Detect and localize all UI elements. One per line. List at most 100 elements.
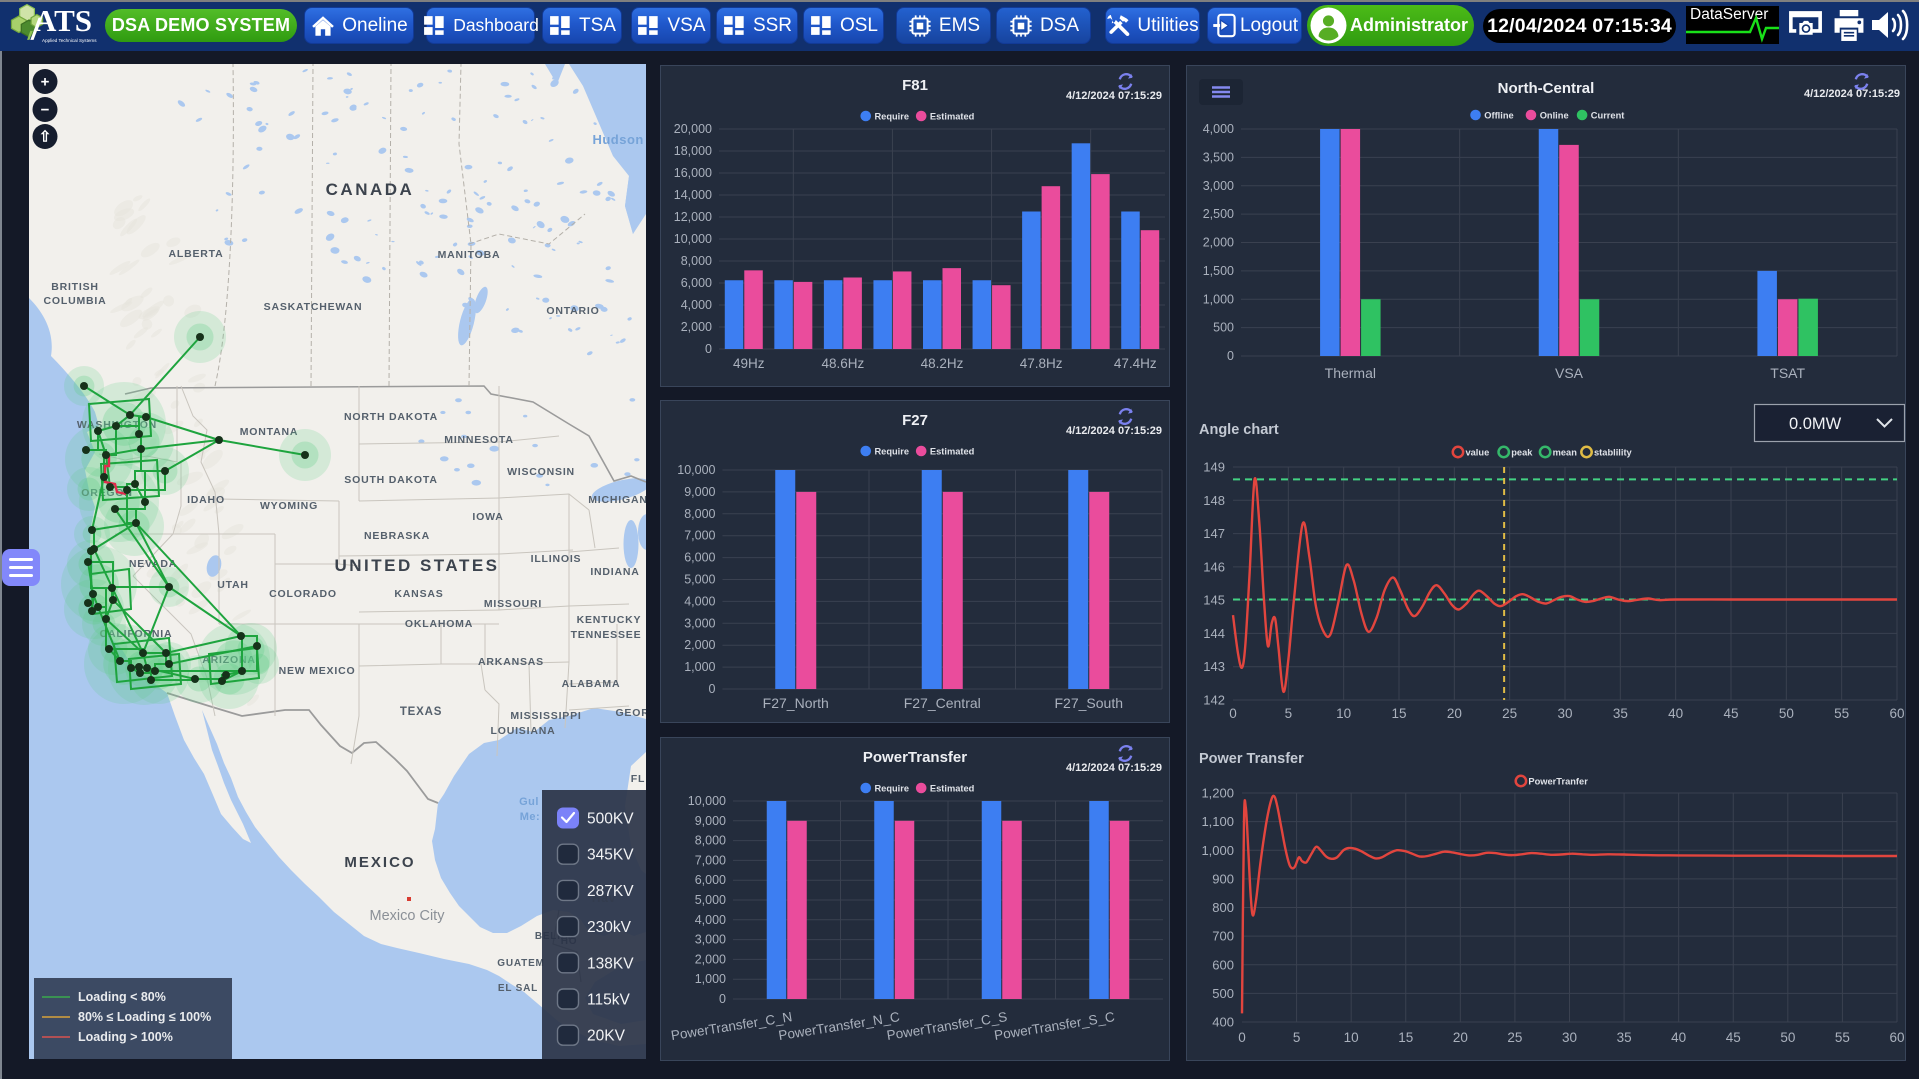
svg-text:Loading > 100%: Loading > 100% (78, 1030, 173, 1044)
svg-text:0: 0 (705, 342, 712, 356)
svg-text:0: 0 (1238, 1030, 1246, 1045)
svg-text:4/12/2024 07:15:29: 4/12/2024 07:15:29 (1804, 88, 1900, 100)
svg-text:2,000: 2,000 (1203, 236, 1234, 250)
svg-text:35: 35 (1613, 706, 1628, 721)
svg-text:Require: Require (874, 783, 909, 793)
svg-text:1,200: 1,200 (1201, 786, 1234, 801)
svg-text:12,000: 12,000 (674, 210, 712, 224)
svg-text:GEORG: GEORG (615, 707, 646, 719)
svg-text:ONTARIO: ONTARIO (546, 305, 599, 317)
svg-text:30: 30 (1557, 706, 1572, 721)
svg-text:700: 700 (1212, 929, 1234, 944)
svg-text:NEW MEXICO: NEW MEXICO (279, 665, 356, 677)
svg-text:2,500: 2,500 (1203, 207, 1234, 221)
svg-text:Power Transfer: Power Transfer (1199, 751, 1304, 767)
svg-text:7,000: 7,000 (695, 853, 726, 867)
svg-text:4,000: 4,000 (681, 298, 712, 312)
svg-text:VSA: VSA (1555, 365, 1584, 381)
svg-text:FL: FL (631, 773, 645, 785)
svg-text:2,000: 2,000 (695, 952, 726, 966)
svg-text:Hudson Ba: Hudson Ba (592, 132, 646, 147)
svg-text:MANITOBA: MANITOBA (438, 249, 501, 261)
svg-text:142: 142 (1203, 693, 1225, 708)
svg-text:PowerTransfer_S_C: PowerTransfer_S_C (993, 1009, 1116, 1043)
svg-text:500: 500 (1213, 321, 1234, 335)
svg-text:47.8Hz: 47.8Hz (1020, 356, 1063, 371)
svg-text:F81: F81 (902, 77, 928, 94)
svg-text:F27_Central: F27_Central (904, 695, 981, 711)
svg-text:3,000: 3,000 (1203, 179, 1234, 193)
svg-text:NORTH DAKOTA: NORTH DAKOTA (344, 411, 438, 423)
svg-text:18,000: 18,000 (674, 144, 712, 158)
svg-text:8,000: 8,000 (695, 834, 726, 848)
svg-text:40: 40 (1668, 706, 1683, 721)
svg-text:SASKATCHEWAN: SASKATCHEWAN (264, 301, 363, 313)
svg-text:BRITISH: BRITISH (51, 281, 99, 293)
svg-text:SOUTH DAKOTA: SOUTH DAKOTA (344, 474, 437, 486)
svg-text:40: 40 (1671, 1030, 1686, 1045)
svg-text:1,000: 1,000 (695, 972, 726, 986)
svg-text:47.4Hz: 47.4Hz (1114, 356, 1157, 371)
svg-text:LOUISIANA: LOUISIANA (491, 725, 556, 737)
svg-text:GUATEM: GUATEM (497, 958, 544, 969)
svg-text:PowerTranfer: PowerTranfer (1528, 776, 1588, 786)
svg-text:Require: Require (874, 111, 909, 121)
svg-text:TSAT: TSAT (1770, 365, 1805, 381)
svg-text:20,000: 20,000 (674, 122, 712, 136)
svg-text:4/12/2024 07:15:29: 4/12/2024 07:15:29 (1066, 762, 1162, 774)
svg-text:45: 45 (1723, 706, 1738, 721)
svg-text:IDAHO: IDAHO (187, 494, 225, 506)
svg-text:14,000: 14,000 (674, 188, 712, 202)
svg-text:1,000: 1,000 (684, 660, 715, 674)
svg-text:147: 147 (1203, 526, 1225, 541)
svg-text:Angle chart: Angle chart (1199, 422, 1279, 438)
svg-text:143: 143 (1203, 659, 1225, 674)
svg-text:35: 35 (1617, 1030, 1632, 1045)
svg-text:MEXICO: MEXICO (344, 854, 415, 871)
svg-text:PowerTransfer_N_C: PowerTransfer_N_C (777, 1009, 901, 1043)
svg-text:3,000: 3,000 (695, 933, 726, 947)
svg-text:25: 25 (1507, 1030, 1522, 1045)
svg-text:5: 5 (1285, 706, 1293, 721)
svg-text:60: 60 (1889, 706, 1904, 721)
svg-text:146: 146 (1203, 559, 1225, 574)
svg-text:IOWA: IOWA (472, 511, 503, 523)
svg-text:3,500: 3,500 (1203, 150, 1234, 164)
svg-text:10: 10 (1336, 706, 1351, 721)
svg-text:144: 144 (1203, 626, 1225, 641)
svg-text:MISSISSIPPI: MISSISSIPPI (510, 710, 581, 722)
svg-text:UTAH: UTAH (217, 579, 249, 591)
svg-text:MISSOURI: MISSOURI (484, 598, 542, 610)
svg-text:10: 10 (1344, 1030, 1359, 1045)
svg-text:49Hz: 49Hz (733, 356, 765, 371)
svg-text:6,000: 6,000 (695, 873, 726, 887)
svg-text:55: 55 (1835, 1030, 1850, 1045)
svg-text:COLUMBIA: COLUMBIA (44, 295, 107, 307)
svg-text:ALBERTA: ALBERTA (169, 248, 224, 260)
svg-text:Estimated: Estimated (930, 783, 975, 793)
svg-text:peak: peak (1511, 447, 1533, 457)
svg-text:148: 148 (1203, 493, 1225, 508)
svg-text:80% ≤ Loading ≤ 100%: 80% ≤ Loading ≤ 100% (78, 1010, 211, 1024)
svg-text:CANADA: CANADA (326, 180, 415, 199)
svg-text:MICHIGAN: MICHIGAN (588, 494, 646, 506)
svg-text:Estimated: Estimated (930, 446, 975, 456)
svg-text:KENTUCKY: KENTUCKY (577, 614, 642, 626)
svg-text:4/12/2024 07:15:29: 4/12/2024 07:15:29 (1066, 90, 1162, 102)
svg-text:145: 145 (1203, 593, 1225, 608)
svg-text:10,000: 10,000 (677, 463, 715, 477)
svg-text:3,000: 3,000 (684, 616, 715, 630)
svg-text:115kV: 115kV (587, 992, 630, 1009)
svg-text:F27_South: F27_South (1055, 695, 1124, 711)
svg-text:0: 0 (719, 992, 726, 1006)
svg-text:ALABAMA: ALABAMA (562, 678, 621, 690)
svg-text:Offline: Offline (1484, 110, 1513, 120)
svg-text:0: 0 (709, 682, 716, 696)
svg-text:Thermal: Thermal (1325, 365, 1376, 381)
svg-text:345KV: 345KV (587, 847, 634, 864)
svg-text:25: 25 (1502, 706, 1517, 721)
svg-text:287KV: 287KV (587, 883, 634, 900)
svg-text:500: 500 (1212, 986, 1234, 1001)
svg-text:Mexico City: Mexico City (370, 908, 446, 924)
svg-text:1,500: 1,500 (1203, 264, 1234, 278)
